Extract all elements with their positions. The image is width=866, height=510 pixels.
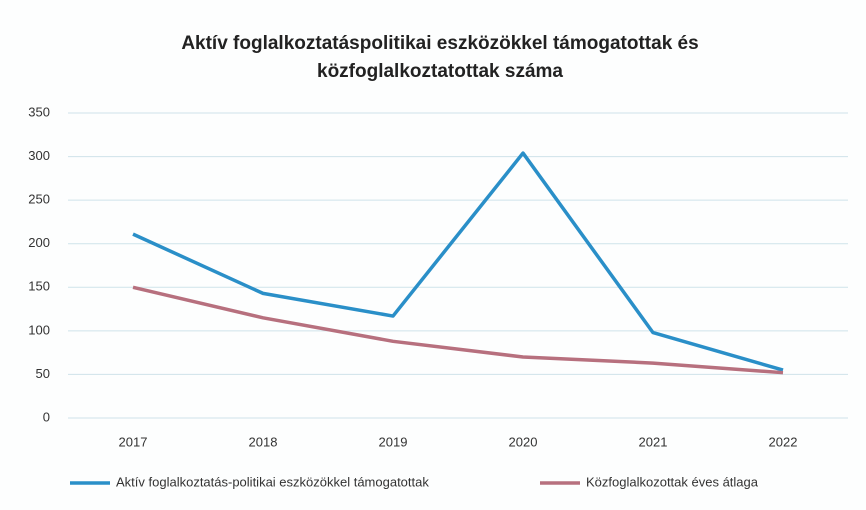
x-tick-label: 2022 <box>769 434 798 449</box>
chart-title: Aktív foglalkoztatáspolitikai eszközökke… <box>181 33 699 82</box>
y-tick-label: 350 <box>28 104 50 119</box>
series-line <box>132 151 784 372</box>
legend-label: Közfoglalkozottak éves átlaga <box>586 474 759 489</box>
y-tick-label: 0 <box>43 409 50 424</box>
y-tick-label: 100 <box>28 322 50 337</box>
y-tick-label: 300 <box>28 148 50 163</box>
series-line <box>132 285 784 375</box>
y-tick-label: 250 <box>28 192 50 207</box>
y-tick-label: 150 <box>28 279 50 294</box>
legend-label: Aktív foglalkoztatás-politikai eszközökk… <box>116 474 429 489</box>
y-tick-label: 200 <box>28 235 50 250</box>
x-tick-label: 2020 <box>509 434 538 449</box>
x-tick-label: 2021 <box>639 434 668 449</box>
y-tick-label: 50 <box>36 366 50 381</box>
x-tick-label: 2018 <box>249 434 278 449</box>
x-tick-label: 2017 <box>119 434 148 449</box>
x-tick-label: 2019 <box>379 434 408 449</box>
